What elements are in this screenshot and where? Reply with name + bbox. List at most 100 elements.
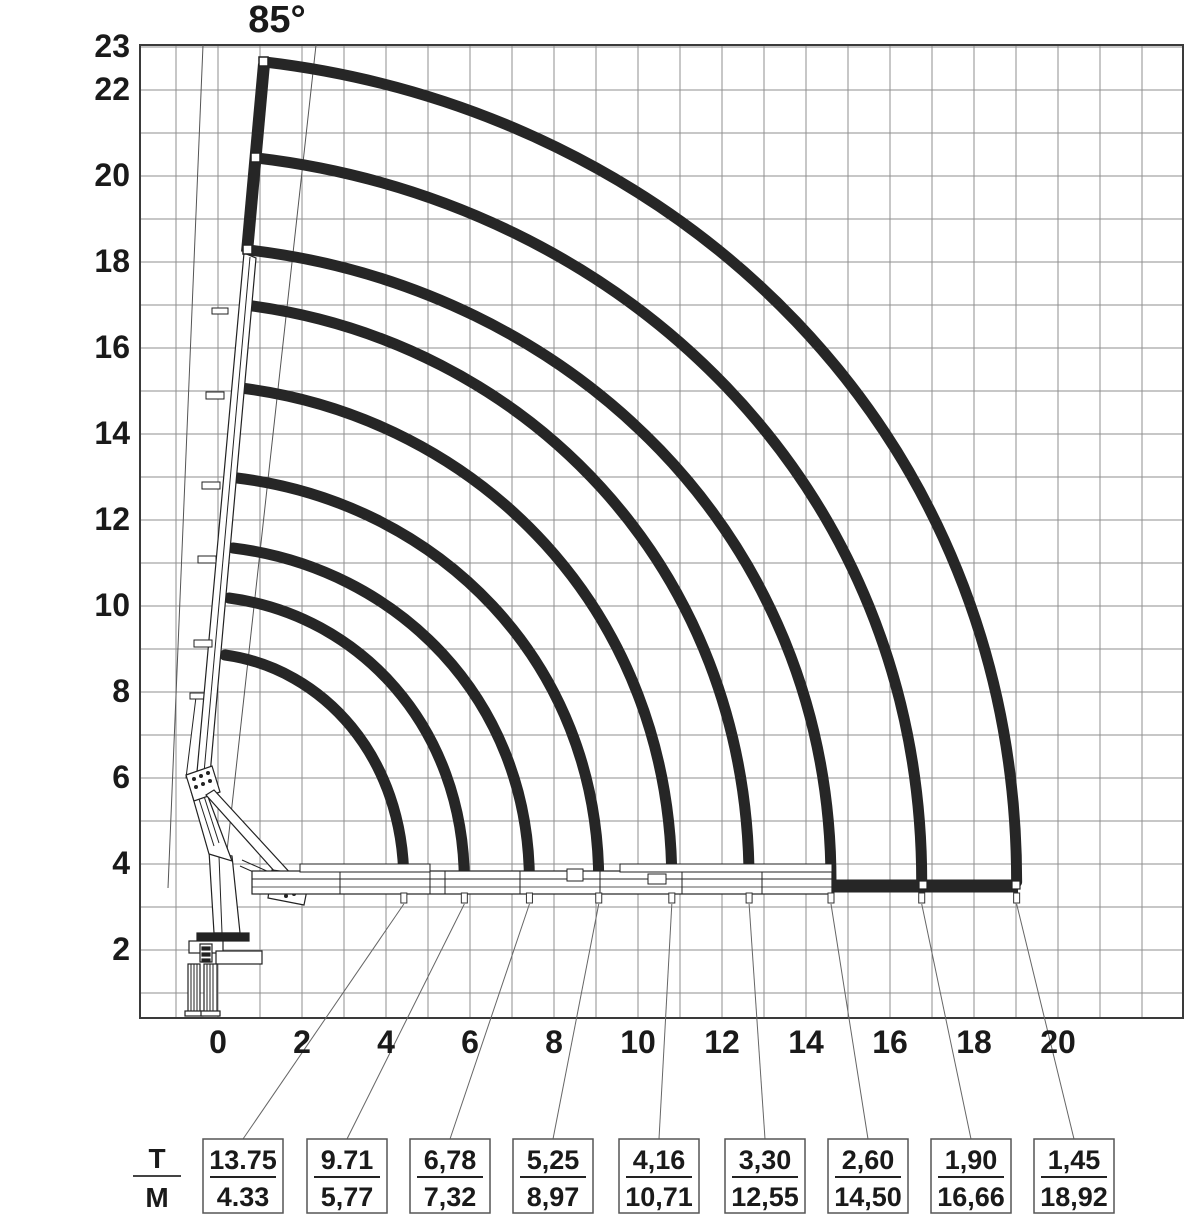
load-table-cell: 1,90 16,66 — [930, 1138, 1012, 1214]
load-value: 1,90 — [945, 1145, 998, 1175]
y-axis-labels: 23 22 20 18 16 14 12 10 8 6 4 2 — [94, 28, 130, 967]
outreach-tip-marker — [745, 892, 753, 904]
outreach-value: 10,71 — [625, 1182, 693, 1212]
x-tick-label: 8 — [545, 1024, 563, 1060]
outreach-value: 8,97 — [527, 1182, 580, 1212]
capacity-arcs — [219, 56, 1023, 888]
load-value: 2,60 — [842, 1145, 895, 1175]
x-tick-label: 14 — [788, 1024, 824, 1060]
leader-line — [449, 903, 530, 1140]
x-tick-label: 12 — [704, 1024, 740, 1060]
outreach-tip-marker — [595, 892, 603, 904]
outreach-value: 12,55 — [731, 1182, 799, 1212]
y-tick-label: 14 — [94, 415, 130, 451]
outreach-tip-marker — [525, 892, 533, 904]
leader-line — [346, 903, 465, 1140]
outreach-tip-marker — [460, 892, 468, 904]
horizontal-boom-drawing — [251, 863, 1021, 895]
outreach-tip-marker — [918, 892, 926, 904]
leader-line — [921, 903, 972, 1140]
boom-tip-marker — [1011, 880, 1021, 890]
capacity-arc — [223, 592, 470, 888]
load-value: 13.75 — [209, 1145, 277, 1175]
load-value: 1,45 — [1048, 1145, 1101, 1175]
load-table-legend: T M — [133, 1143, 181, 1213]
x-axis-labels: 0 2 4 6 8 10 12 14 16 18 20 — [209, 1024, 1076, 1060]
outreach-tip-marker — [668, 892, 676, 904]
capacity-arc — [231, 472, 605, 888]
boom-angle-label: 85° — [248, 0, 305, 41]
capacity-arc — [219, 649, 410, 888]
capacity-arc — [235, 382, 678, 888]
load-table-cell: 9.71 5,77 — [306, 1138, 388, 1214]
leader-line — [1016, 903, 1075, 1140]
capacity-arc — [259, 56, 1023, 888]
crane-body-drawing — [184, 765, 311, 1017]
outreach-tip-marker — [827, 892, 835, 904]
x-tick-label: 18 — [956, 1024, 992, 1060]
raised-boom-drawing — [185, 56, 270, 787]
outreach-value: 16,66 — [937, 1182, 1005, 1212]
outreach-value: 5,77 — [321, 1182, 374, 1212]
outreach-value: 14,50 — [834, 1182, 902, 1212]
y-tick-label: 18 — [94, 243, 130, 279]
x-tick-label: 16 — [872, 1024, 908, 1060]
x-tick-label: 4 — [377, 1024, 395, 1060]
boom-tip-marker — [250, 152, 261, 163]
legend-meters: M — [145, 1182, 168, 1213]
outreach-tip-markers — [400, 892, 1021, 904]
load-table: 13.75 4.33 9.71 5,77 6,78 7,32 5,25 8,97… — [202, 1138, 1115, 1214]
capacity-arc — [243, 244, 837, 888]
load-table-cell: 13.75 4.33 — [202, 1138, 284, 1214]
outreach-tip-marker — [400, 892, 408, 904]
capacity-arc — [251, 152, 928, 888]
outreach-tip-marker — [1013, 892, 1021, 904]
load-table-cell: 2,60 14,50 — [827, 1138, 909, 1214]
outreach-value: 18,92 — [1040, 1182, 1108, 1212]
x-tick-label: 10 — [620, 1024, 656, 1060]
boom-section-dividers — [339, 871, 763, 894]
y-tick-label: 12 — [94, 501, 130, 537]
outreach-value: 7,32 — [424, 1182, 477, 1212]
load-table-cell: 1,45 18,92 — [1033, 1138, 1115, 1214]
capacity-arc — [227, 542, 535, 888]
load-value: 4,16 — [633, 1145, 686, 1175]
load-value: 5,25 — [527, 1145, 580, 1175]
y-tick-label: 4 — [112, 845, 130, 881]
y-tick-label: 10 — [94, 587, 130, 623]
leader-line — [552, 903, 600, 1140]
load-table-cell: 4,16 10,71 — [618, 1138, 700, 1214]
boom-tip-marker — [242, 244, 253, 255]
outreach-value: 4.33 — [217, 1182, 270, 1212]
leg-hatching — [190, 964, 214, 1012]
y-tick-label: 16 — [94, 329, 130, 365]
bolt-dots — [192, 771, 212, 789]
load-table-cell: 3,30 12,55 — [724, 1138, 806, 1214]
y-tick-label: 6 — [112, 759, 130, 795]
y-tick-label: 20 — [94, 157, 130, 193]
y-tick-label: 23 — [94, 28, 130, 64]
load-value: 9.71 — [321, 1145, 374, 1175]
legend-tonnes: T — [148, 1143, 165, 1174]
leader-line — [830, 903, 869, 1140]
x-tick-label: 20 — [1040, 1024, 1076, 1060]
x-tick-label: 6 — [461, 1024, 479, 1060]
y-tick-label: 2 — [112, 931, 130, 967]
boom-angle-boundary-lines — [167, 44, 317, 889]
load-table-cell: 6,78 7,32 — [409, 1138, 491, 1214]
boom-tip-marker — [258, 56, 269, 67]
boom-tip-marker — [918, 880, 928, 890]
y-tick-label: 8 — [112, 673, 130, 709]
capacity-arc — [239, 299, 755, 888]
load-value: 3,30 — [739, 1145, 792, 1175]
load-value: 6,78 — [424, 1145, 477, 1175]
leader-line — [242, 903, 405, 1140]
y-tick-label: 22 — [94, 71, 130, 107]
leader-lines — [242, 903, 1075, 1140]
plot-border — [139, 44, 1184, 1019]
x-tick-label: 2 — [293, 1024, 311, 1060]
leader-line — [748, 903, 766, 1140]
load-table-cell: 5,25 8,97 — [512, 1138, 594, 1214]
